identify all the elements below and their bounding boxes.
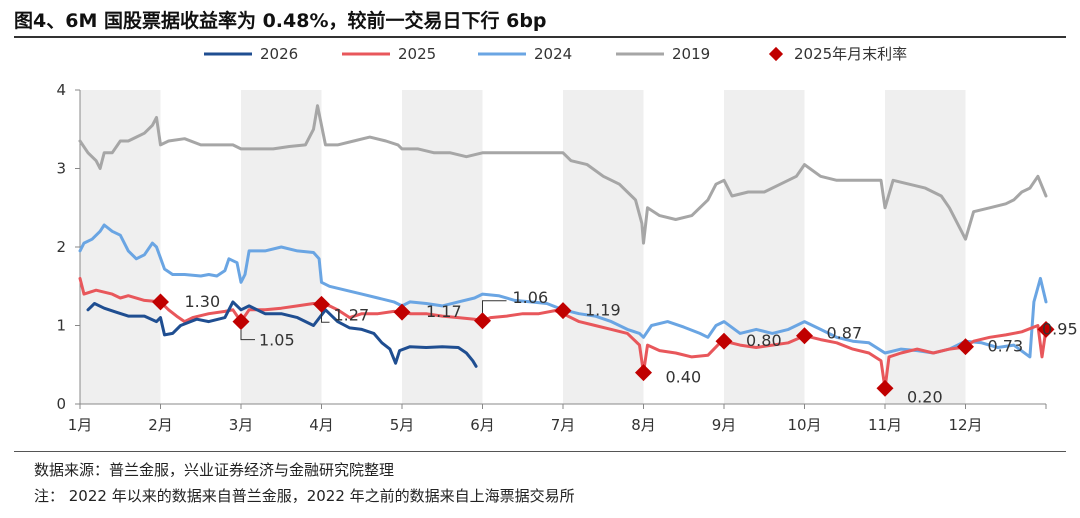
month-end-marker xyxy=(635,364,652,382)
data-label: 1.06 xyxy=(513,288,549,307)
month-band xyxy=(724,90,805,404)
series-line-2024 xyxy=(78,223,1048,359)
data-label: 1.17 xyxy=(426,302,462,321)
legend-label: 2019 xyxy=(672,45,710,63)
data-label: 1.05 xyxy=(259,331,295,350)
line-chart: 0 1 2 3 4 1月 2月 3月 4月 5月 6月 7月 8月 9月 10月 11月 12月 1.30 1.0… xyxy=(56,45,1078,434)
legend-label: 2024 xyxy=(534,45,572,63)
month-band xyxy=(885,90,966,404)
footer-divider xyxy=(14,451,1066,452)
y-tick-label: 0 xyxy=(56,395,66,413)
source-note: 数据来源：普兰金服，兴业证券经济与金融研究院整理 xyxy=(34,461,395,479)
axes: 0 1 2 3 4 1月 2月 3月 4月 5月 6月 7月 8月 9月 10月 11月 12月 xyxy=(56,81,1047,434)
month-end-marker xyxy=(232,313,250,331)
month-end-marker xyxy=(152,293,169,311)
y-tick-label: 3 xyxy=(56,160,66,178)
title-divider xyxy=(14,36,1066,38)
data-label: 0.80 xyxy=(746,331,782,350)
data-label: 0.73 xyxy=(988,337,1024,356)
legend-label: 2025年月末利率 xyxy=(794,45,907,63)
data-label: 1.27 xyxy=(334,305,370,324)
x-tick-label: 9月 xyxy=(712,416,737,434)
x-tick-label: 2月 xyxy=(148,416,173,434)
chart-title: 图4、6M 国股票据收益率为 0.48%，较前一交易日下行 6bp xyxy=(14,10,547,32)
month-end-marker xyxy=(876,379,894,397)
data-label: 0.95 xyxy=(1042,319,1078,338)
series-line-2026 xyxy=(86,300,478,368)
month-end-marker xyxy=(393,303,411,321)
month-band xyxy=(563,90,644,404)
legend-label: 2026 xyxy=(260,45,298,63)
month-band xyxy=(402,90,483,404)
x-tick-label: 1月 xyxy=(68,416,93,434)
x-tick-label: 7月 xyxy=(551,416,576,434)
x-tick-label: 8月 xyxy=(631,416,656,434)
month-end-marker xyxy=(715,332,733,350)
data-label: 0.20 xyxy=(907,387,943,406)
x-tick-label: 3月 xyxy=(229,416,254,434)
y-tick-label: 2 xyxy=(56,238,66,256)
x-tick-label: 12月 xyxy=(948,416,982,434)
month-end-marker xyxy=(957,338,974,356)
series-line-2019 xyxy=(78,104,1048,245)
x-tick-label: 6月 xyxy=(470,416,495,434)
label-leader xyxy=(321,312,330,323)
month-end-marker xyxy=(313,295,330,313)
x-tick-label: 10月 xyxy=(787,416,821,434)
month-end-markers: 1.30 1.05 1.27 1.17 1.06 1.19 0.40 0.80 0.87 0.20… xyxy=(152,288,1078,406)
legend-label: 2025 xyxy=(398,45,436,63)
legend: 2026 2025 2024 2019 2025年月末利率 xyxy=(204,45,907,63)
y-tick-label: 4 xyxy=(56,81,66,99)
month-bands xyxy=(80,90,966,404)
footnote: 注： 2022 年以来的数据来自普兰金服，2022 年之前的数据来自上海票据交易… xyxy=(34,487,575,505)
y-tick-label: 1 xyxy=(56,317,66,335)
month-end-marker xyxy=(474,312,491,330)
legend-swatch-marker xyxy=(768,46,784,62)
label-leader xyxy=(240,329,255,341)
data-label: 0.40 xyxy=(666,368,702,387)
x-tick-label: 5月 xyxy=(390,416,415,434)
data-label: 1.30 xyxy=(185,292,221,311)
month-end-marker xyxy=(796,327,813,345)
data-label: 1.19 xyxy=(585,301,621,320)
month-end-marker xyxy=(554,302,572,320)
label-leader xyxy=(482,300,507,313)
x-tick-label: 11月 xyxy=(868,416,902,434)
data-label: 0.87 xyxy=(827,324,863,343)
x-tick-label: 4月 xyxy=(309,416,334,434)
